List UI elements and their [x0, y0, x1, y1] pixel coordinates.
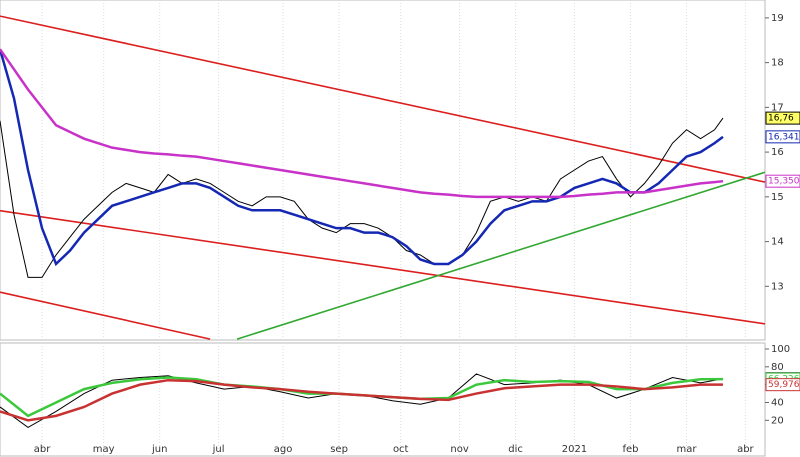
x-tick-label: 2021 — [562, 444, 587, 455]
value-label: 16,76 — [768, 114, 794, 124]
oscillator-panel — [0, 342, 766, 457]
trend-line — [0, 15, 766, 183]
trend-line — [236, 171, 766, 340]
series-line — [0, 48, 724, 267]
value-label: 16,341 — [768, 132, 800, 142]
value-label: 59,976 — [768, 380, 800, 390]
value-label-box — [765, 111, 800, 125]
x-tick-label: sep — [330, 444, 348, 455]
x-tick-label: feb — [622, 444, 638, 455]
x-tick-label: nov — [450, 444, 468, 455]
x-tick-label: jun — [151, 444, 167, 455]
value-label-box — [765, 130, 800, 144]
x-tick-label: dic — [508, 444, 523, 455]
series-line — [0, 378, 723, 422]
y-tick-label: 40 — [771, 397, 784, 408]
trend-line — [0, 209, 766, 325]
y-tick-label: 15 — [771, 192, 784, 203]
x-tick-label: oct — [393, 444, 409, 455]
trend-line — [0, 291, 211, 340]
y-tick-label: 19 — [771, 13, 784, 24]
x-tick-label: abr — [34, 444, 51, 455]
x-tick-label: may — [93, 444, 115, 455]
y-tick-label: 20 — [771, 415, 784, 426]
x-tick-label: abr — [737, 444, 754, 455]
y-tick-label: 80 — [771, 362, 784, 373]
y-tick-label: 14 — [771, 237, 784, 248]
x-tick-label: ago — [274, 444, 293, 455]
value-label-box — [765, 378, 800, 392]
main-panel — [0, 0, 766, 341]
x-tick-label: jul — [212, 444, 225, 455]
series-line — [0, 117, 724, 278]
value-label-box — [765, 174, 800, 188]
y-tick-label: 17 — [771, 102, 784, 113]
y-tick-label: 13 — [771, 281, 784, 292]
value-label: 15,350 — [768, 177, 800, 187]
y-tick-label: 100 — [771, 344, 790, 355]
series-line — [0, 48, 724, 199]
x-tick-label: mar — [677, 444, 698, 455]
y-tick-label: 18 — [771, 58, 784, 69]
y-tick-label: 16 — [771, 147, 784, 158]
